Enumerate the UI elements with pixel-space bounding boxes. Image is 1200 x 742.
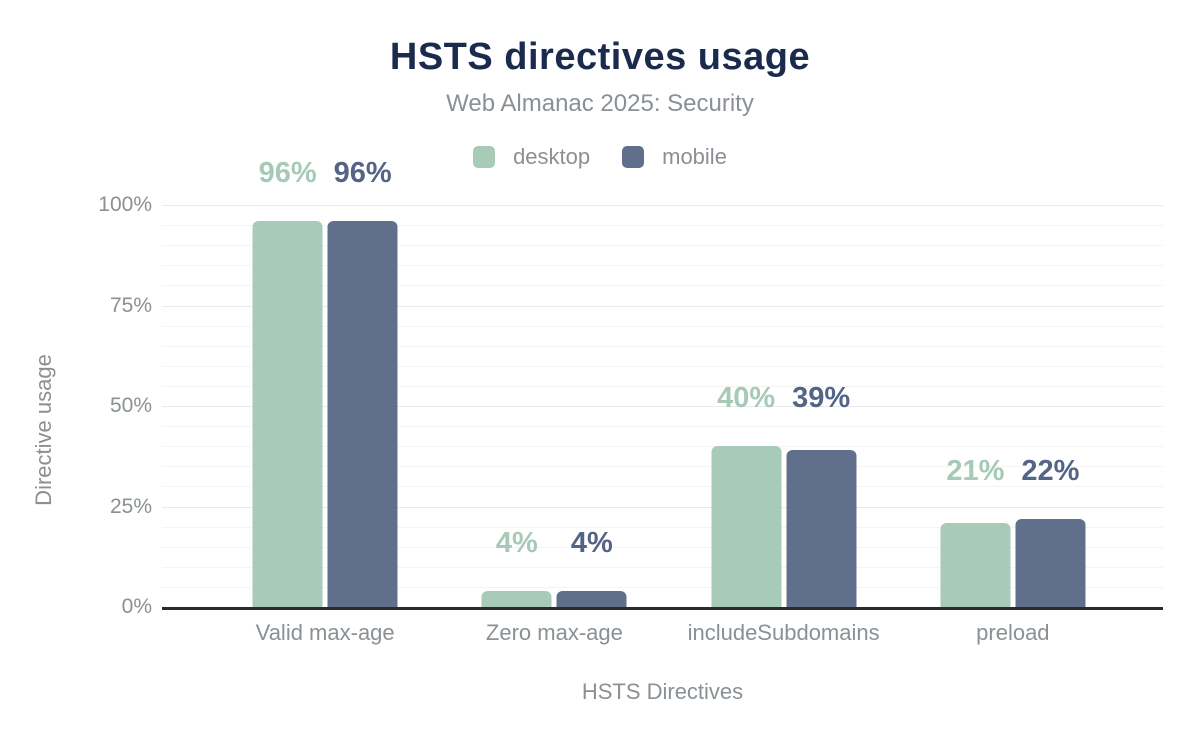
y-tick-label: 100% (98, 193, 152, 216)
legend-swatch-mobile (622, 146, 645, 168)
legend-item-desktop: desktop (473, 144, 590, 170)
gridline (162, 285, 1163, 287)
y-tick-label: 25% (109, 494, 152, 518)
plot-area: 96% 96% 4% 4% 40% 39% 21% 22% (162, 159, 1163, 610)
gridline (162, 586, 1163, 588)
x-tick-label: Valid max-age (255, 620, 395, 645)
gridline (162, 446, 1163, 448)
x-axis-title: HSTS Directives (581, 679, 744, 704)
gridline (162, 325, 1163, 327)
gridline (162, 426, 1163, 428)
bar-value-label: 4% (570, 526, 613, 559)
bar-value-label: 39% (792, 382, 851, 415)
gridline (162, 225, 1163, 227)
y-tick-label: 50% (109, 394, 152, 417)
gridline (162, 406, 1163, 407)
legend-label-desktop: desktop (513, 144, 591, 169)
legend-item-mobile: mobile (622, 144, 727, 170)
bar-group-valid-max-age: 96% 96% (252, 159, 398, 607)
legend-swatch-desktop (473, 146, 496, 168)
gridline (162, 546, 1163, 548)
gridline (162, 466, 1163, 468)
bar-desktop-zero-max-age[interactable]: 4% (481, 528, 552, 607)
x-tick-label: preload (976, 620, 1050, 645)
bar-mobile-zero-max-age[interactable]: 4% (556, 528, 627, 607)
bar-value-label: 22% (1021, 454, 1080, 487)
y-tick-label: 0% (121, 595, 152, 618)
bar-mobile-includesubdomains[interactable]: 39% (786, 384, 857, 607)
chart-subtitle: Web Almanac 2025: Security (446, 90, 754, 117)
gridline (162, 205, 1163, 206)
legend: desktop mobile (0, 144, 1200, 170)
gridline (162, 486, 1163, 488)
x-axis-ticks: Valid max-age Zero max-age includeSubdomai… (162, 620, 1163, 650)
bar-group-preload: 21% 22% (940, 456, 1086, 607)
gridline (162, 566, 1163, 568)
bar-mobile-preload[interactable]: 22% (1015, 456, 1086, 607)
bar-value-label: 21% (946, 454, 1005, 487)
gridline (162, 506, 1163, 508)
bar-desktop-preload[interactable]: 21% (940, 456, 1011, 607)
bar-value-label: 4% (495, 526, 538, 559)
x-tick-label: includeSubdomains (687, 620, 880, 645)
y-tick-label: 75% (109, 293, 152, 317)
bar-value-label: 40% (717, 382, 776, 415)
x-tick-label: Zero max-age (485, 620, 623, 645)
gridline (162, 526, 1163, 528)
bar-value-label: 96% (333, 157, 392, 190)
chart-title: HSTS directives usage (389, 36, 811, 78)
gridline (162, 305, 1163, 307)
legend-label-mobile: mobile (662, 144, 727, 169)
gridline (162, 345, 1163, 347)
bar-value-label: 96% (258, 157, 317, 190)
gridline (162, 265, 1163, 267)
bar-desktop-includesubdomains[interactable]: 40% (711, 384, 782, 607)
gridline (162, 385, 1163, 387)
gridline (162, 365, 1163, 367)
bar-group-includesubdomains: 40% 39% (711, 384, 857, 607)
bar-group-zero-max-age: 4% 4% (481, 528, 627, 607)
bar-desktop-valid-max-age[interactable]: 96% (252, 159, 323, 607)
y-axis-ticks: 0% 25% 50% 75% 100% (0, 193, 152, 618)
gridline (162, 245, 1163, 247)
bar-mobile-valid-max-age[interactable]: 96% (327, 159, 398, 607)
